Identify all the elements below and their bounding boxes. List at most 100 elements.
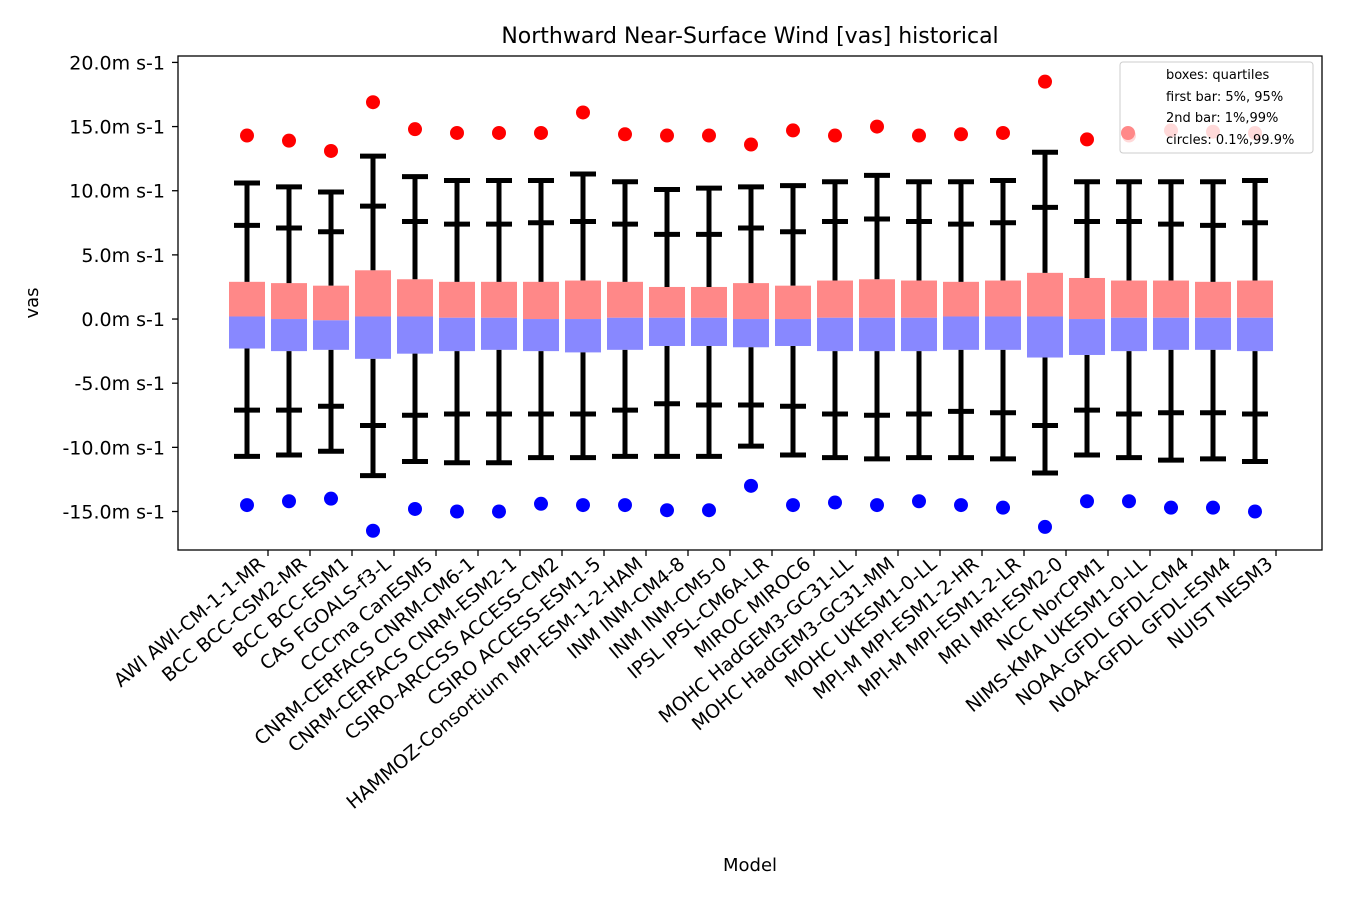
lower-quartile-box — [817, 317, 853, 352]
lower-quartile-box — [565, 319, 601, 353]
upper-quartile-box — [355, 270, 391, 317]
legend-entry-quartiles: boxes: quartiles — [1166, 68, 1270, 83]
legend: boxes: quartiles first bar: 5%, 95% 2nd … — [1119, 61, 1314, 154]
upper-quartile-box — [985, 280, 1021, 317]
lower-quartile-box — [733, 319, 769, 348]
circle-99-9 — [996, 125, 1010, 140]
y-tick-label: 10.0m s-1 — [69, 181, 165, 203]
legend-entry-second-bar: 2nd bar: 1%,99% — [1166, 111, 1278, 126]
lower-quartile-box — [1027, 316, 1063, 358]
circle-0-1 — [828, 495, 842, 510]
upper-quartile-box — [1153, 280, 1189, 318]
upper-quartile-box — [691, 286, 727, 318]
lower-quartile-box — [859, 317, 895, 352]
upper-quartile-box — [943, 281, 979, 317]
circle-0-1 — [912, 494, 926, 509]
upper-quartile-box — [1069, 277, 1105, 320]
y-tick-label: 20.0m s-1 — [69, 52, 165, 74]
upper-quartile-box — [523, 281, 559, 320]
x-axis-label: Model — [723, 855, 777, 876]
chart-title: Northward Near-Surface Wind [vas] histor… — [501, 24, 998, 49]
circle-0-1 — [786, 498, 800, 513]
upper-quartile-box — [313, 285, 349, 321]
circle-99-9 — [450, 125, 464, 140]
circle-0-1 — [450, 504, 464, 519]
circle-0-1 — [954, 498, 968, 513]
upper-quartile-box — [775, 285, 811, 320]
legend-entry-circles: circles: 0.1%,99.9% — [1166, 133, 1294, 148]
circle-0-1 — [366, 523, 380, 538]
circle-99-9 — [324, 143, 338, 158]
circle-0-1 — [1248, 504, 1262, 519]
lower-quartile-box — [523, 319, 559, 352]
circle-99-9 — [744, 137, 758, 152]
circle-0-1 — [1080, 494, 1094, 509]
circle-0-1 — [408, 501, 422, 516]
y-tick-label: -10.0m s-1 — [62, 437, 165, 459]
y-axis-label: vas — [22, 287, 43, 318]
circle-99-9 — [240, 128, 254, 143]
lower-quartile-box — [229, 316, 265, 349]
lower-quartile-box — [1195, 317, 1231, 350]
circle-0-1 — [660, 503, 674, 518]
circle-99-9 — [576, 105, 590, 120]
lower-quartile-box — [313, 320, 349, 350]
circle-0-1 — [492, 504, 506, 519]
circle-0-1 — [576, 498, 590, 513]
upper-quartile-box — [397, 279, 433, 317]
legend-circle-marker — [1121, 126, 1135, 140]
circle-0-1 — [282, 494, 296, 509]
circle-99-9 — [1038, 74, 1052, 89]
y-tick-label: -5.0m s-1 — [75, 373, 165, 395]
y-tick-label: 5.0m s-1 — [81, 245, 165, 267]
upper-quartile-box — [481, 281, 517, 318]
upper-quartile-box — [1027, 272, 1063, 317]
y-tick-label: -15.0m s-1 — [62, 502, 165, 524]
circle-99-9 — [702, 128, 716, 143]
circle-99-9 — [408, 122, 422, 137]
lower-quartile-box — [1069, 319, 1105, 355]
circle-99-9 — [786, 123, 800, 138]
circle-0-1 — [324, 491, 338, 506]
circle-0-1 — [240, 498, 254, 513]
circle-99-9 — [1080, 132, 1094, 147]
upper-quartile-box — [649, 286, 685, 318]
circle-0-1 — [702, 503, 716, 518]
plot-marks — [229, 74, 1273, 538]
circle-0-1 — [534, 496, 548, 511]
circle-0-1 — [996, 500, 1010, 515]
legend-box — [1119, 61, 1314, 154]
upper-quartile-box — [271, 283, 307, 320]
circle-0-1 — [1038, 519, 1052, 534]
upper-quartile-box — [1237, 280, 1273, 318]
upper-quartile-box — [1195, 281, 1231, 318]
lower-quartile-box — [1111, 317, 1147, 352]
circle-0-1 — [870, 498, 884, 513]
lower-quartile-box — [271, 319, 307, 352]
y-tick-label: 15.0m s-1 — [69, 117, 165, 139]
lower-quartile-box — [439, 317, 475, 352]
circle-99-9 — [492, 125, 506, 140]
lower-quartile-box — [691, 317, 727, 346]
circle-99-9 — [870, 119, 884, 134]
upper-quartile-box — [565, 280, 601, 320]
plot-area-frame — [177, 55, 1323, 551]
upper-quartile-box — [607, 281, 643, 318]
circle-99-9 — [282, 133, 296, 148]
circle-0-1 — [1206, 500, 1220, 515]
legend-entry-first-bar: first bar: 5%, 95% — [1166, 90, 1283, 105]
lower-quartile-box — [481, 317, 517, 350]
lower-quartile-box — [397, 316, 433, 354]
circle-99-9 — [618, 127, 632, 142]
circle-0-1 — [1122, 494, 1136, 509]
lower-quartile-box — [943, 316, 979, 350]
circle-0-1 — [1164, 500, 1178, 515]
upper-quartile-box — [229, 281, 265, 317]
upper-quartile-box — [859, 279, 895, 318]
circle-99-9 — [660, 128, 674, 143]
lower-quartile-box — [355, 316, 391, 359]
y-tick-label: 0.0m s-1 — [81, 309, 165, 331]
circle-99-9 — [954, 127, 968, 142]
circle-99-9 — [828, 128, 842, 143]
